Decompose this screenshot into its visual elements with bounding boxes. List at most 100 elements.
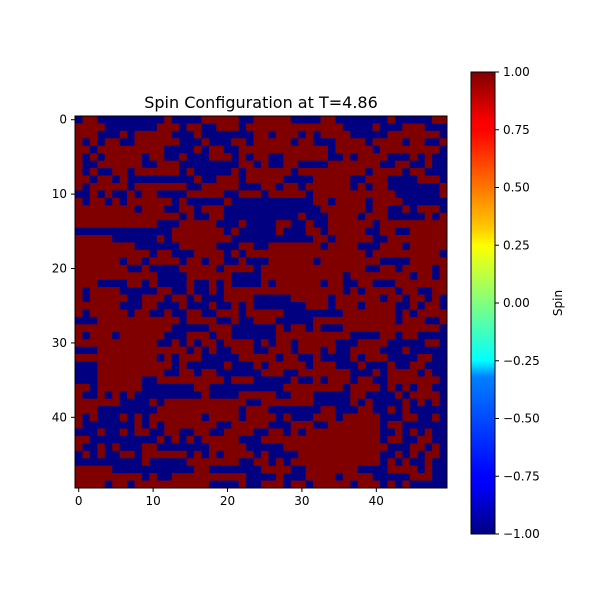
heatmap-cell bbox=[216, 138, 225, 147]
heatmap-cell bbox=[246, 309, 254, 318]
heatmap-cell bbox=[335, 242, 344, 251]
heatmap-cell bbox=[156, 116, 165, 124]
heatmap-cell bbox=[97, 160, 106, 169]
heatmap-cell bbox=[342, 391, 351, 400]
heatmap-cell bbox=[342, 346, 351, 355]
heatmap-cell bbox=[290, 182, 299, 191]
heatmap-cell bbox=[275, 443, 284, 452]
heatmap-cell bbox=[372, 130, 381, 139]
heatmap-cell bbox=[246, 480, 254, 489]
heatmap-cell bbox=[89, 235, 98, 243]
heatmap-cell bbox=[119, 443, 128, 452]
heatmap-cell bbox=[439, 339, 448, 347]
heatmap-cell bbox=[283, 331, 292, 340]
heatmap-cell bbox=[119, 279, 128, 288]
heatmap-cell bbox=[89, 480, 98, 489]
heatmap-cell bbox=[112, 227, 120, 236]
heatmap-cell bbox=[208, 361, 217, 370]
heatmap-cell bbox=[164, 264, 173, 273]
heatmap-cell bbox=[372, 316, 381, 325]
heatmap-cell bbox=[75, 197, 83, 206]
heatmap-cell bbox=[238, 175, 247, 184]
heatmap-cell bbox=[238, 272, 247, 281]
heatmap-cell bbox=[409, 264, 418, 273]
heatmap-cell bbox=[119, 294, 128, 303]
heatmap-cell bbox=[313, 361, 321, 370]
heatmap-cell bbox=[290, 383, 299, 392]
heatmap-cell bbox=[327, 443, 336, 452]
heatmap-cell bbox=[194, 376, 202, 385]
heatmap-cell bbox=[179, 324, 187, 333]
heatmap-cell bbox=[171, 287, 180, 295]
heatmap-cell bbox=[112, 123, 120, 132]
heatmap-cell bbox=[149, 383, 158, 392]
heatmap-cell bbox=[82, 428, 91, 437]
heatmap-cell bbox=[357, 160, 366, 169]
heatmap-cell bbox=[261, 383, 269, 392]
heatmap-cell bbox=[342, 138, 351, 147]
heatmap-cell bbox=[149, 473, 158, 481]
heatmap-cell bbox=[313, 302, 321, 310]
heatmap-cell bbox=[127, 473, 135, 481]
heatmap-cell bbox=[238, 339, 247, 347]
x-axis: 0 10 20 30 40 bbox=[75, 488, 384, 508]
heatmap-cell bbox=[335, 197, 344, 206]
heatmap-cell bbox=[290, 421, 299, 429]
heatmap-cell bbox=[186, 324, 195, 333]
heatmap-cell bbox=[313, 160, 321, 169]
heatmap-cell bbox=[320, 197, 329, 206]
heatmap-cell bbox=[417, 242, 426, 251]
heatmap-cell bbox=[134, 480, 143, 489]
heatmap-cell bbox=[223, 272, 232, 281]
heatmap-cell bbox=[409, 413, 418, 422]
heatmap-cell bbox=[350, 279, 359, 288]
heatmap-cell bbox=[342, 398, 351, 407]
heatmap-cell bbox=[186, 421, 195, 429]
heatmap-cell bbox=[350, 480, 359, 489]
heatmap-cell bbox=[394, 376, 403, 385]
heatmap-cell bbox=[201, 168, 210, 176]
heatmap-cell bbox=[112, 361, 120, 370]
heatmap-cell bbox=[119, 190, 128, 199]
heatmap-cell bbox=[141, 324, 150, 333]
heatmap-cell bbox=[127, 168, 135, 176]
heatmap-cell bbox=[387, 398, 396, 407]
heatmap-cell bbox=[365, 421, 373, 429]
heatmap-cell bbox=[186, 428, 195, 437]
heatmap-cell bbox=[409, 145, 418, 154]
heatmap-cell bbox=[394, 473, 403, 481]
heatmap-cell bbox=[335, 227, 344, 236]
heatmap-cell bbox=[417, 212, 426, 221]
heatmap-cell bbox=[275, 324, 284, 333]
heatmap-cell bbox=[261, 339, 269, 347]
heatmap-cell bbox=[201, 428, 210, 437]
heatmap-cell bbox=[432, 339, 440, 347]
heatmap-cell bbox=[380, 428, 388, 437]
heatmap-cell bbox=[439, 220, 448, 228]
heatmap-cell bbox=[350, 294, 359, 303]
heatmap-cell bbox=[327, 205, 336, 214]
heatmap-cell bbox=[164, 361, 173, 370]
heatmap-cell bbox=[268, 235, 277, 243]
heatmap-cell bbox=[208, 324, 217, 333]
heatmap-cell bbox=[127, 212, 135, 221]
heatmap-cell bbox=[357, 354, 366, 362]
heatmap-cell bbox=[223, 123, 232, 132]
heatmap-cell bbox=[387, 227, 396, 236]
heatmap-cell bbox=[231, 235, 240, 243]
heatmap-cell bbox=[134, 294, 143, 303]
heatmap-cell bbox=[97, 480, 106, 489]
heatmap-cell bbox=[112, 197, 120, 206]
heatmap-cell bbox=[223, 465, 232, 474]
heatmap-cell bbox=[156, 287, 165, 295]
heatmap-cell bbox=[372, 264, 381, 273]
heatmap-cell bbox=[97, 383, 106, 392]
heatmap-cell bbox=[439, 205, 448, 214]
heatmap-cell bbox=[283, 316, 292, 325]
heatmap-cell bbox=[201, 175, 210, 184]
heatmap-cell bbox=[372, 480, 381, 489]
heatmap-cell bbox=[201, 242, 210, 251]
heatmap-cell bbox=[223, 480, 232, 489]
heatmap-cell bbox=[186, 153, 195, 161]
heatmap-cell bbox=[164, 294, 173, 303]
